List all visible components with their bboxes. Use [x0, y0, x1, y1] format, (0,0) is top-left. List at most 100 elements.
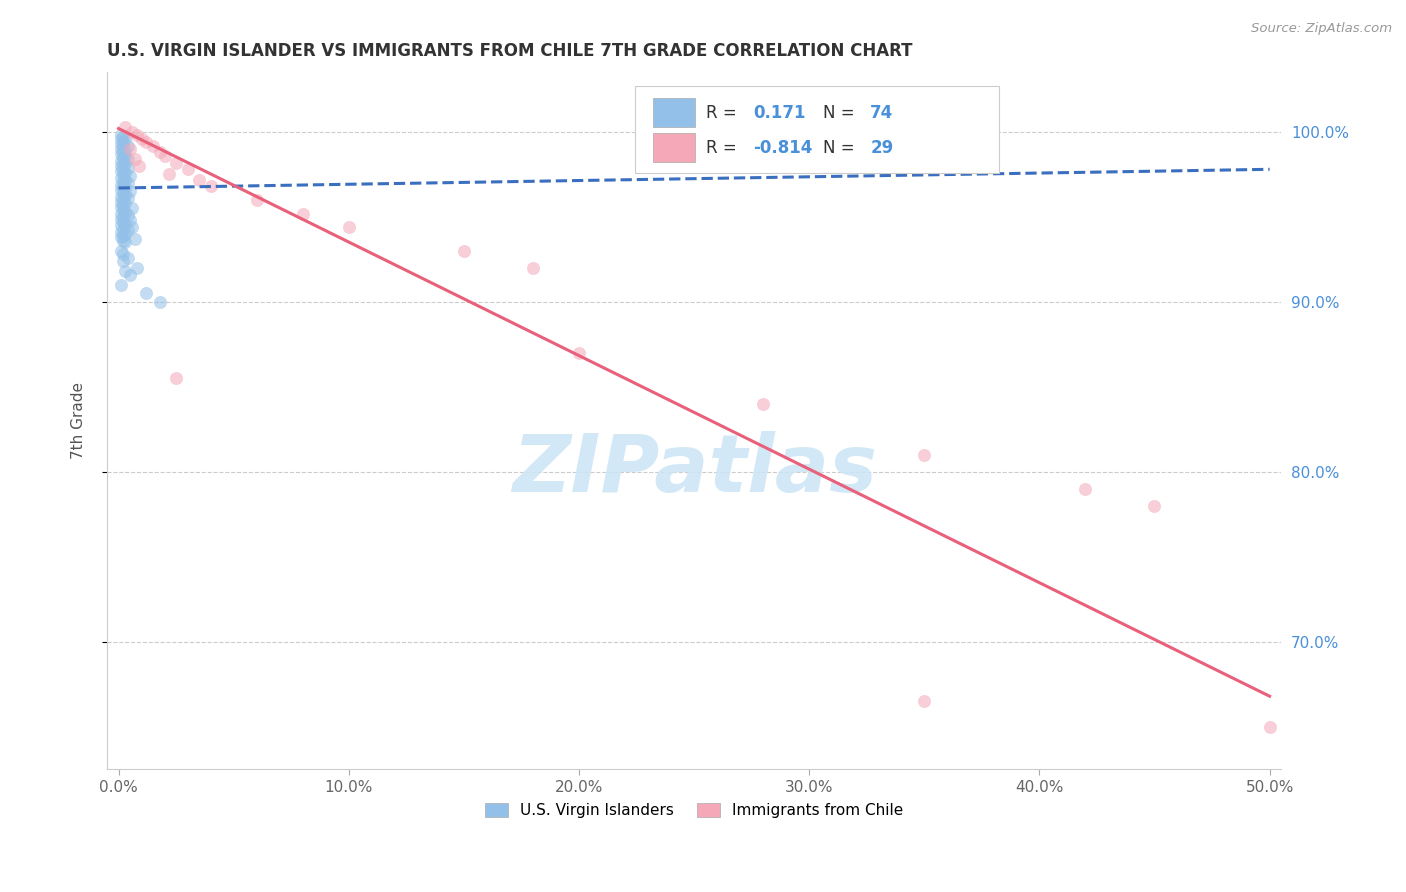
Point — [117, 191, 139, 205]
Point — [110, 128, 132, 143]
Point — [120, 142, 142, 156]
Point — [125, 128, 148, 143]
Point — [142, 138, 165, 153]
Point — [912, 448, 935, 462]
Point — [135, 286, 157, 301]
Point — [110, 244, 132, 258]
Point — [112, 198, 135, 212]
Point — [568, 346, 591, 360]
Point — [110, 159, 132, 173]
Text: N =: N = — [824, 103, 860, 122]
Point — [121, 125, 143, 139]
Point — [112, 228, 135, 243]
Point — [114, 172, 136, 186]
Point — [110, 189, 132, 203]
Point — [246, 193, 269, 207]
Text: Source: ZipAtlas.com: Source: ZipAtlas.com — [1251, 22, 1392, 36]
Text: U.S. VIRGIN ISLANDER VS IMMIGRANTS FROM CHILE 7TH GRADE CORRELATION CHART: U.S. VIRGIN ISLANDER VS IMMIGRANTS FROM … — [107, 42, 912, 60]
Point — [112, 193, 135, 207]
Point — [114, 166, 136, 180]
Point — [114, 227, 136, 241]
Point — [125, 260, 148, 275]
Point — [117, 176, 139, 190]
Point — [112, 215, 135, 229]
Point — [121, 202, 143, 216]
Point — [117, 138, 139, 153]
Point — [912, 694, 935, 708]
Point — [124, 232, 146, 246]
Text: 0.171: 0.171 — [752, 103, 806, 122]
Point — [120, 268, 142, 282]
Point — [112, 254, 135, 268]
Point — [110, 132, 132, 146]
FancyBboxPatch shape — [652, 133, 695, 162]
Point — [114, 187, 136, 202]
Point — [121, 220, 143, 235]
Point — [120, 213, 142, 227]
Point — [752, 397, 775, 411]
Point — [117, 223, 139, 237]
Point — [112, 145, 135, 160]
Point — [110, 230, 132, 244]
Point — [110, 194, 132, 209]
Text: R =: R = — [706, 103, 742, 122]
Point — [114, 196, 136, 211]
Point — [110, 164, 132, 178]
Point — [124, 152, 146, 166]
Point — [112, 168, 135, 182]
Point — [165, 155, 187, 169]
Point — [149, 294, 172, 309]
Point — [110, 136, 132, 151]
FancyBboxPatch shape — [636, 87, 1000, 173]
Point — [110, 183, 132, 197]
Point — [117, 152, 139, 166]
Point — [110, 200, 132, 214]
Point — [153, 149, 176, 163]
Legend: U.S. Virgin Islanders, Immigrants from Chile: U.S. Virgin Islanders, Immigrants from C… — [479, 797, 910, 824]
Point — [114, 157, 136, 171]
Point — [114, 149, 136, 163]
Point — [110, 170, 132, 185]
Point — [112, 247, 135, 261]
Point — [1074, 482, 1097, 496]
Point — [188, 172, 211, 186]
Point — [110, 225, 132, 239]
Point — [112, 186, 135, 200]
Text: 74: 74 — [870, 103, 893, 122]
Point — [135, 135, 157, 149]
Point — [200, 179, 222, 194]
FancyBboxPatch shape — [652, 98, 695, 128]
Point — [110, 142, 132, 156]
Point — [291, 206, 314, 220]
Point — [114, 144, 136, 158]
Y-axis label: 7th Grade: 7th Grade — [72, 383, 86, 459]
Point — [114, 181, 136, 195]
Text: R =: R = — [706, 138, 742, 157]
Point — [112, 179, 135, 194]
Point — [117, 161, 139, 175]
Point — [120, 185, 142, 199]
Text: ZIPatlas: ZIPatlas — [512, 431, 876, 508]
Point — [110, 277, 132, 292]
Point — [112, 162, 135, 177]
Point — [110, 219, 132, 233]
Point — [114, 133, 136, 147]
Point — [112, 155, 135, 169]
Point — [112, 203, 135, 218]
Point — [522, 260, 544, 275]
Point — [114, 120, 136, 134]
Point — [114, 235, 136, 250]
Point — [176, 162, 198, 177]
Point — [112, 210, 135, 224]
Point — [110, 153, 132, 168]
Point — [110, 147, 132, 161]
Point — [112, 130, 135, 145]
Point — [131, 132, 153, 146]
Point — [110, 206, 132, 220]
Point — [453, 244, 475, 258]
Point — [114, 204, 136, 219]
Point — [110, 178, 132, 192]
Point — [112, 140, 135, 154]
Point — [1258, 720, 1281, 734]
Point — [157, 168, 180, 182]
